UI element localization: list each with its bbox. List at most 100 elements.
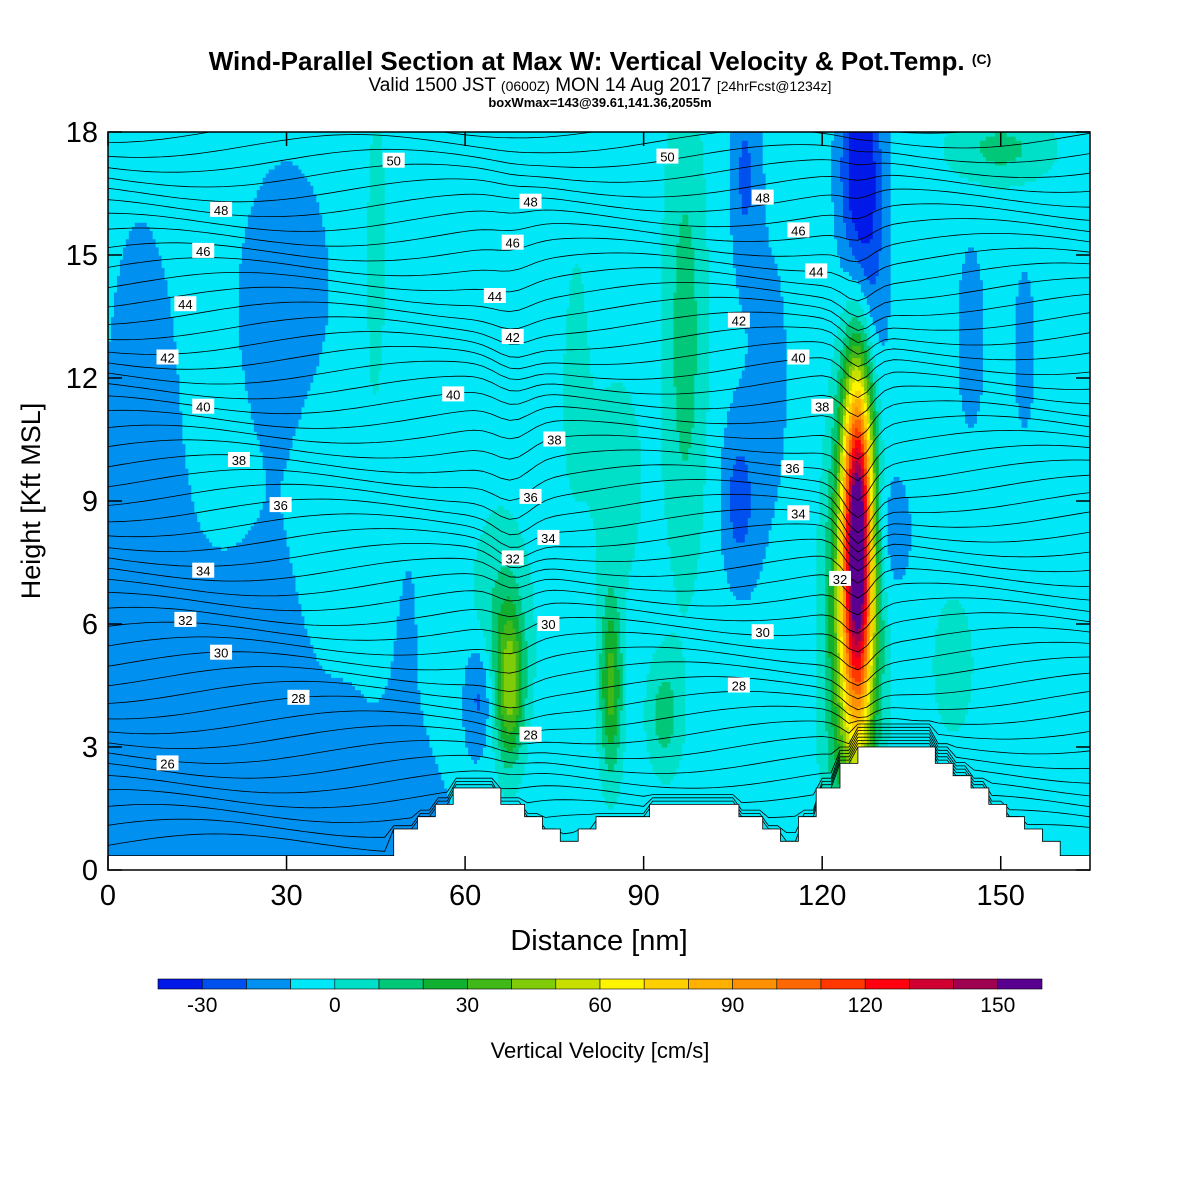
w-field-cell xyxy=(709,361,746,367)
w-field-cell xyxy=(884,464,1090,469)
w-field-cell xyxy=(381,136,669,141)
w-field-cell xyxy=(834,591,838,596)
w-field-cell xyxy=(584,308,663,313)
w-field-cell xyxy=(563,443,642,449)
w-field-cell xyxy=(298,419,564,424)
w-field-cell xyxy=(828,603,835,609)
w-field-cell xyxy=(840,697,844,703)
w-field-cell xyxy=(259,443,294,449)
w-field-cell xyxy=(108,365,178,371)
w-field-cell xyxy=(866,669,871,674)
w-field-cell xyxy=(881,525,889,531)
w-field-cell xyxy=(238,345,323,350)
w-field-cell xyxy=(848,644,853,650)
w-field-cell xyxy=(265,476,285,482)
theta-contour xyxy=(108,538,1090,572)
w-field-cell xyxy=(765,550,817,555)
w-field-cell xyxy=(563,423,639,428)
w-field-cell xyxy=(771,246,838,252)
w-field-cell xyxy=(976,410,1020,416)
w-field-cell xyxy=(637,525,669,531)
w-field-cell xyxy=(878,583,883,588)
w-field-cell xyxy=(485,742,493,748)
w-field-cell xyxy=(970,681,1090,687)
w-field-cell xyxy=(619,710,627,715)
w-field-cell xyxy=(515,578,532,584)
w-field-cell xyxy=(108,246,124,252)
w-field-cell xyxy=(840,492,844,498)
w-field-cell xyxy=(119,271,166,277)
w-field-cell xyxy=(637,521,669,527)
w-field-cell xyxy=(831,550,835,555)
w-field-cell xyxy=(845,689,850,695)
w-field-cell xyxy=(851,697,862,703)
w-field-cell xyxy=(253,423,300,428)
w-field-cell xyxy=(238,267,329,272)
w-field-cell xyxy=(313,644,395,650)
w-field-cell xyxy=(837,628,841,633)
w-field-cell xyxy=(601,673,609,678)
w-field-cell xyxy=(596,628,603,633)
w-field-cell xyxy=(405,574,413,580)
w-field-cell xyxy=(881,578,886,584)
w-field-cell xyxy=(840,472,844,477)
w-field-cell xyxy=(831,525,835,531)
w-field-cell xyxy=(366,312,386,318)
w-field-cell xyxy=(890,214,1090,219)
w-field-cell xyxy=(857,230,874,236)
w-field-cell xyxy=(506,595,511,600)
w-field-cell xyxy=(694,414,707,420)
w-field-cell xyxy=(616,652,624,658)
w-field-cell xyxy=(863,701,868,707)
w-field-cell xyxy=(533,714,597,719)
w-field-cell xyxy=(685,685,817,691)
w-field-cell xyxy=(848,562,865,568)
w-field-cell xyxy=(453,812,823,818)
w-field-cell xyxy=(848,550,865,555)
w-field-cell xyxy=(860,373,865,379)
w-field-cell xyxy=(625,636,666,641)
w-field-cell xyxy=(834,337,844,342)
w-field-cell xyxy=(530,734,597,740)
w-field-cell xyxy=(723,554,767,559)
w-field-cell xyxy=(676,250,695,256)
w-field-cell xyxy=(837,542,841,547)
w-field-cell xyxy=(875,435,880,441)
w-field-cell xyxy=(494,718,502,723)
contour-label: 46 xyxy=(501,234,524,251)
w-field-cell xyxy=(593,517,642,523)
w-field-cell xyxy=(390,665,419,670)
w-field-cell xyxy=(851,373,862,379)
w-field-cell xyxy=(328,304,368,309)
w-field-cell xyxy=(173,320,240,326)
w-field-cell xyxy=(890,209,1090,215)
w-field-cell xyxy=(851,652,856,658)
w-field-cell xyxy=(831,554,835,559)
w-field-cell xyxy=(860,427,865,432)
w-field-cell xyxy=(959,361,984,367)
w-field-cell xyxy=(834,533,838,539)
theta-contour xyxy=(108,672,1090,711)
w-field-cell xyxy=(863,312,871,318)
w-field-cell xyxy=(828,742,835,748)
w-field-cell xyxy=(872,369,877,375)
w-field-cell xyxy=(503,681,517,687)
w-field-cell xyxy=(843,619,847,625)
w-field-cell xyxy=(881,177,892,182)
w-field-cell xyxy=(869,386,874,391)
w-field-cell xyxy=(738,287,782,293)
w-field-cell xyxy=(596,583,630,588)
w-field-cell xyxy=(938,624,969,629)
w-field-cell xyxy=(527,681,535,687)
w-field-cell xyxy=(619,648,627,654)
w-field-cell xyxy=(521,607,535,613)
w-field-cell xyxy=(673,300,698,305)
w-field-cell xyxy=(869,460,874,465)
w-field-cell xyxy=(834,209,844,215)
w-field-cell xyxy=(848,238,862,244)
w-field-cell xyxy=(289,451,567,457)
w-field-cell xyxy=(313,189,371,195)
w-field-cell xyxy=(837,501,841,506)
w-field-cell xyxy=(732,234,770,240)
w-field-cell xyxy=(843,550,847,555)
